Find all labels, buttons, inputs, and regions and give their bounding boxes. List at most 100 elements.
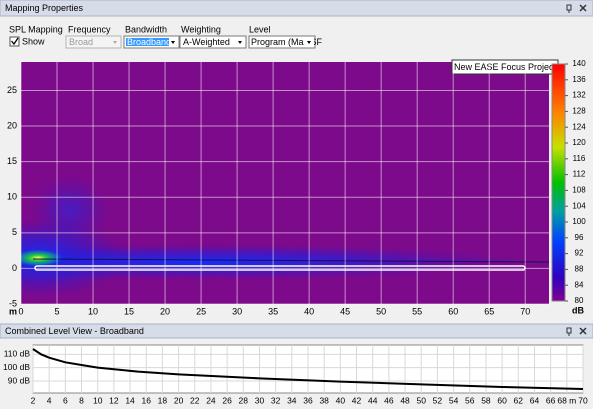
x-tick-label: 48 <box>400 395 410 405</box>
project-name: New EASE Focus Project <box>454 62 557 72</box>
level-curve <box>32 348 584 390</box>
x-tick-label: 54 <box>449 395 459 405</box>
x-tick-label: 28 <box>239 395 249 405</box>
y-tick-label: 110 dB <box>4 349 31 359</box>
color-bar-label: 84 <box>575 280 584 289</box>
x-tick-label: 70 <box>520 306 530 316</box>
x-tick-label: 68 m <box>557 395 576 405</box>
x-tick-label: 60 <box>497 395 507 405</box>
color-bar-label: 100 <box>572 217 586 226</box>
panel-title: Mapping Properties <box>5 3 84 13</box>
color-bar-label: 92 <box>575 249 584 258</box>
color-bar-label: 132 <box>572 91 586 100</box>
coverage-zone <box>30 175 110 245</box>
control-label: Level <box>249 24 271 34</box>
y-tick-label: 90 dB <box>8 375 31 385</box>
x-tick-label: 50 <box>376 306 386 316</box>
color-bar-label: 112 <box>573 170 586 179</box>
color-bar-label: 140 <box>572 59 586 68</box>
source-zone <box>21 249 64 267</box>
check-mark <box>11 37 19 46</box>
color-bar <box>551 63 566 302</box>
dropdown-arrow <box>238 41 242 44</box>
color-bar-label: 80 <box>575 296 584 305</box>
control-label: Frequency <box>68 24 111 34</box>
y-tick-label: 10 <box>7 192 17 202</box>
x-tick-label: 10 <box>88 306 98 316</box>
x-tick-label: 16 <box>142 395 152 405</box>
array-axis <box>32 258 549 263</box>
dropdown-value: Broad <box>69 37 93 47</box>
checkbox[interactable] <box>9 36 20 47</box>
y-tick-label: -5 <box>9 298 17 308</box>
x-tick-label: 12 <box>109 395 119 405</box>
dropdown-arrow <box>113 41 117 44</box>
dropdown-value: Program (Max SF <box>251 37 323 47</box>
x-tick-label: 64 <box>530 395 540 405</box>
dropdown-value: Broadband <box>127 37 171 47</box>
dropdown[interactable] <box>248 35 316 49</box>
x-axis-unit: m <box>9 306 17 316</box>
color-bar-label: 136 <box>572 75 586 84</box>
close-button[interactable] <box>579 4 587 12</box>
y-tick-label: 15 <box>7 156 17 166</box>
dropdown[interactable] <box>65 35 122 49</box>
x-tick-label: 50 <box>417 395 427 405</box>
x-tick-label: 25 <box>196 306 206 316</box>
x-tick-label: 10 <box>93 395 103 405</box>
x-tick-label: 65 <box>484 306 494 316</box>
selection-highlight <box>126 38 169 46</box>
x-tick-label: 52 <box>433 395 443 405</box>
color-bar-label: 116 <box>573 154 586 163</box>
pin-button[interactable] <box>566 327 572 336</box>
x-tick-label: 40 <box>336 395 346 405</box>
y-tick-label: 100 dB <box>3 362 30 372</box>
control-label: Weighting <box>181 24 221 34</box>
x-tick-label: 30 <box>255 395 265 405</box>
x-tick-label: 2 <box>31 395 36 405</box>
x-tick-label: 40 <box>304 306 314 316</box>
dropdown[interactable] <box>179 35 247 49</box>
panel-title: Combined Level View - Broadband <box>5 326 144 336</box>
pin-button[interactable] <box>566 4 572 13</box>
x-tick-label: 20 <box>174 395 184 405</box>
x-tick-label: 35 <box>268 306 278 316</box>
coverage-zone <box>21 244 530 280</box>
checkbox-label[interactable]: Show <box>22 36 45 46</box>
x-tick-label: 56 <box>465 395 475 405</box>
y-tick-label: 20 <box>7 120 17 130</box>
x-tick-label: 55 <box>412 306 422 316</box>
y-tick-label: 25 <box>7 85 17 95</box>
color-bar-label: 124 <box>572 122 586 131</box>
x-tick-label: 20 <box>160 306 170 316</box>
x-tick-label: 44 <box>368 395 378 405</box>
color-bar-label: 88 <box>575 265 584 274</box>
x-tick-label: 42 <box>352 395 362 405</box>
control-label: SPL Mapping <box>9 24 63 34</box>
x-tick-label: 32 <box>271 395 281 405</box>
x-tick-label: 15 <box>124 306 134 316</box>
x-tick-label: 60 <box>448 306 458 316</box>
x-tick-label: 8 <box>79 395 84 405</box>
x-tick-label: 70 <box>578 395 588 405</box>
x-tick-label: 6 <box>63 395 68 405</box>
color-bar-label: 120 <box>572 138 586 147</box>
color-bar-label: 108 <box>572 186 586 195</box>
color-bar-label: 96 <box>575 233 584 242</box>
x-tick-label: 26 <box>222 395 232 405</box>
dropdown-value: A-Weighted <box>183 37 230 47</box>
x-tick-label: 58 <box>481 395 491 405</box>
close-button[interactable] <box>579 327 587 335</box>
panel-header <box>0 323 593 339</box>
x-tick-label: 22 <box>190 395 200 405</box>
x-tick-label: 24 <box>206 395 216 405</box>
x-tick-label: 14 <box>125 395 135 405</box>
x-tick-label: 30 <box>232 306 242 316</box>
y-tick-label: 5 <box>12 227 17 237</box>
x-tick-label: 38 <box>319 395 329 405</box>
panel-header <box>0 0 593 17</box>
dropdown-arrow <box>171 41 175 44</box>
x-tick-label: 46 <box>384 395 394 405</box>
color-bar-unit: dB <box>572 305 584 315</box>
x-tick-label: 0 <box>18 306 23 316</box>
